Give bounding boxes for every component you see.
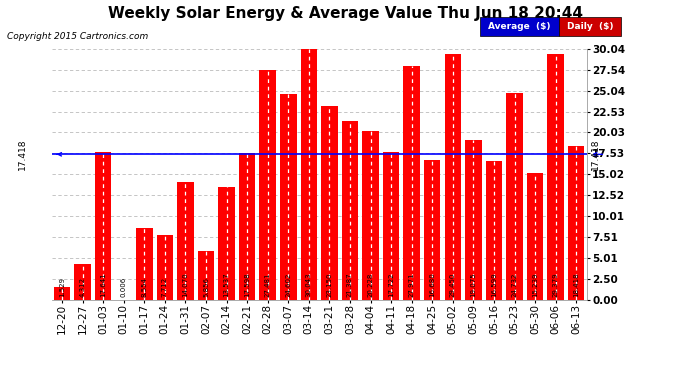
Text: 1.529: 1.529: [59, 277, 65, 297]
Text: 23.150: 23.150: [326, 273, 333, 297]
Text: 17.722: 17.722: [388, 273, 394, 297]
Text: 14.070: 14.070: [182, 273, 188, 297]
Bar: [95, 153, 111, 300]
Text: 0.006: 0.006: [121, 277, 127, 297]
Bar: [568, 146, 584, 300]
Bar: [177, 182, 194, 300]
Text: 16.680: 16.680: [429, 272, 435, 297]
Text: 29.450: 29.450: [450, 273, 456, 297]
Text: 7.712: 7.712: [162, 277, 168, 297]
Text: 20.228: 20.228: [368, 273, 373, 297]
Text: 27.971: 27.971: [408, 273, 415, 297]
Text: 17.641: 17.641: [100, 273, 106, 297]
Text: Copyright 2015 Cartronics.com: Copyright 2015 Cartronics.com: [7, 32, 148, 41]
Bar: [259, 70, 276, 300]
Text: 18.418: 18.418: [573, 273, 579, 297]
Text: 15.239: 15.239: [532, 273, 538, 297]
Text: 24.602: 24.602: [285, 273, 291, 297]
Text: 17.418: 17.418: [591, 139, 600, 170]
Text: 17.418: 17.418: [18, 139, 27, 170]
Text: 8.554: 8.554: [141, 277, 147, 297]
Text: 16.599: 16.599: [491, 273, 497, 297]
Bar: [486, 161, 502, 300]
Text: 30.043: 30.043: [306, 273, 312, 297]
Bar: [465, 141, 482, 300]
Bar: [198, 251, 214, 300]
Bar: [321, 106, 337, 300]
Text: Weekly Solar Energy & Average Value Thu Jun 18 20:44: Weekly Solar Energy & Average Value Thu …: [108, 6, 582, 21]
Text: 19.075: 19.075: [471, 273, 476, 297]
Bar: [136, 228, 152, 300]
Bar: [362, 131, 379, 300]
Text: 21.387: 21.387: [347, 273, 353, 297]
Bar: [75, 264, 91, 300]
Text: 13.537: 13.537: [224, 273, 230, 297]
Bar: [404, 66, 420, 300]
Text: 17.598: 17.598: [244, 273, 250, 297]
Bar: [506, 93, 523, 300]
Bar: [383, 152, 400, 300]
Bar: [547, 54, 564, 300]
Bar: [54, 287, 70, 300]
Text: 5.856: 5.856: [203, 277, 209, 297]
Bar: [218, 187, 235, 300]
Bar: [157, 236, 173, 300]
Text: 24.732: 24.732: [511, 273, 518, 297]
Text: 29.379: 29.379: [553, 273, 559, 297]
Bar: [239, 153, 255, 300]
Bar: [527, 172, 543, 300]
Bar: [301, 49, 317, 300]
Text: 27.481: 27.481: [265, 273, 270, 297]
Bar: [342, 121, 358, 300]
Text: Average  ($): Average ($): [488, 22, 551, 31]
Bar: [444, 54, 461, 300]
Text: 4.312: 4.312: [79, 277, 86, 297]
Bar: [424, 160, 440, 300]
Text: Daily  ($): Daily ($): [566, 22, 613, 31]
Bar: [280, 94, 297, 300]
